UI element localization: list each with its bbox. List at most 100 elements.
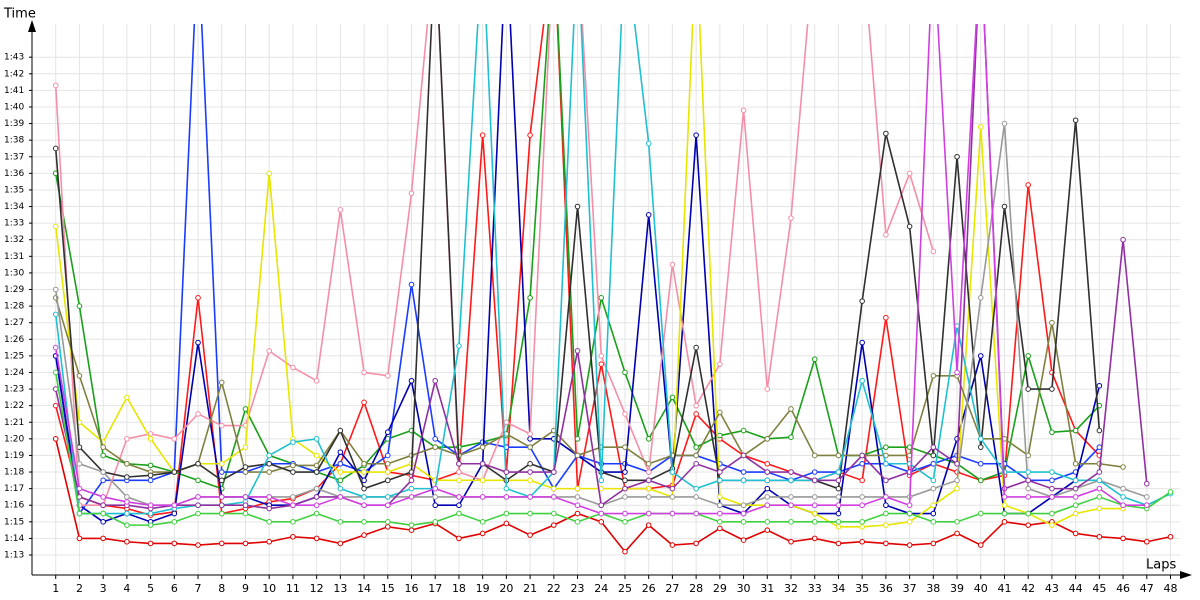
x-axis-title: Laps — [1146, 558, 1176, 573]
lap-point — [1049, 510, 1055, 517]
y-tick-label: 1:20 — [4, 434, 24, 444]
lap-point — [1001, 120, 1008, 127]
lap-point — [266, 494, 272, 500]
lap-point — [1096, 533, 1103, 540]
x-tick-label: 13 — [333, 582, 347, 595]
x-tick-label: 16 — [405, 582, 419, 595]
lap-point — [1072, 477, 1079, 484]
lap-point — [835, 469, 842, 475]
lap-point — [124, 436, 130, 442]
lap-point — [645, 469, 652, 475]
lap-point — [906, 542, 913, 548]
lap-point — [1143, 494, 1150, 500]
lap-point — [384, 519, 391, 525]
plot-area — [52, 24, 1174, 555]
lap-point — [408, 377, 415, 384]
lap-point — [147, 436, 154, 442]
lap-point — [645, 485, 652, 492]
lap-point — [76, 485, 83, 492]
lap-point — [1072, 485, 1079, 492]
lap-point — [574, 485, 581, 492]
y-tick-label: 1:27 — [4, 318, 24, 328]
lap-point — [195, 411, 201, 417]
lap-point — [977, 542, 984, 548]
lap-point — [408, 477, 415, 484]
x-tick-label: 24 — [594, 582, 608, 595]
lap-point — [930, 540, 937, 547]
lap-point — [242, 464, 249, 470]
series-line — [54, 24, 1124, 528]
lap-point — [1001, 203, 1008, 210]
lap-point — [930, 477, 937, 484]
lap-point — [384, 452, 391, 459]
lap-point — [622, 519, 628, 525]
lap-point — [147, 502, 154, 509]
lap-point — [1025, 353, 1031, 359]
lap-point — [859, 523, 865, 530]
lap-point — [503, 510, 510, 517]
lap-point — [740, 519, 747, 525]
lap-point — [361, 469, 367, 475]
lap-point — [337, 207, 344, 213]
lap-point — [242, 540, 249, 547]
series-line — [54, 297, 1124, 473]
lap-point — [361, 532, 367, 538]
lap-point — [456, 477, 462, 484]
lap-point — [622, 510, 628, 517]
lap-point — [456, 494, 462, 500]
lap-point — [977, 477, 984, 484]
lap-point — [337, 469, 344, 475]
lap-point — [147, 462, 154, 469]
lap-point — [527, 494, 533, 500]
lap-point — [218, 502, 225, 509]
lap-point — [693, 132, 699, 138]
lap-point — [574, 203, 581, 210]
lap-point — [645, 522, 652, 528]
x-tick-label: 42 — [1021, 582, 1035, 595]
lap-point — [456, 460, 462, 467]
lap-point — [266, 519, 272, 525]
x-tick-label: 22 — [547, 582, 561, 595]
lap-point — [1096, 427, 1103, 434]
lap-point — [195, 510, 201, 517]
lap-point — [408, 190, 415, 197]
lap-point — [740, 107, 747, 114]
lap-point — [811, 535, 818, 542]
lap-point — [811, 477, 818, 484]
lap-point — [171, 469, 178, 475]
lap-point — [76, 372, 83, 379]
lap-point — [811, 494, 818, 500]
lap-point — [811, 469, 818, 475]
lap-point — [479, 132, 486, 138]
lap-point — [645, 436, 652, 442]
lap-point — [693, 452, 699, 459]
lap-point — [242, 510, 249, 517]
lap-point — [361, 477, 367, 484]
x-tick-label: 31 — [760, 582, 774, 595]
lap-point — [859, 377, 865, 384]
y-tick-label: 1:37 — [4, 152, 24, 162]
lap-point — [883, 130, 889, 137]
lap-point — [669, 394, 676, 401]
lap-point — [171, 436, 178, 442]
lap-point — [693, 494, 699, 500]
lap-point — [1072, 427, 1079, 434]
lap-point — [290, 439, 296, 445]
lap-point — [124, 460, 130, 467]
lap-point — [883, 231, 889, 238]
x-tick-label: 17 — [428, 582, 442, 595]
lap-point — [100, 502, 106, 509]
lap-point — [1120, 502, 1126, 509]
lap-point — [1025, 469, 1031, 475]
y-tick-label: 1:28 — [4, 302, 24, 312]
lap-point — [527, 477, 533, 484]
lap-point — [313, 452, 320, 459]
lap-point — [764, 460, 771, 467]
x-axis-arrow — [1180, 571, 1192, 579]
lap-point — [171, 510, 178, 517]
lap-point — [290, 469, 296, 475]
lap-point — [1025, 510, 1031, 517]
x-tick-label: 6 — [171, 582, 178, 595]
lap-point — [883, 444, 889, 450]
